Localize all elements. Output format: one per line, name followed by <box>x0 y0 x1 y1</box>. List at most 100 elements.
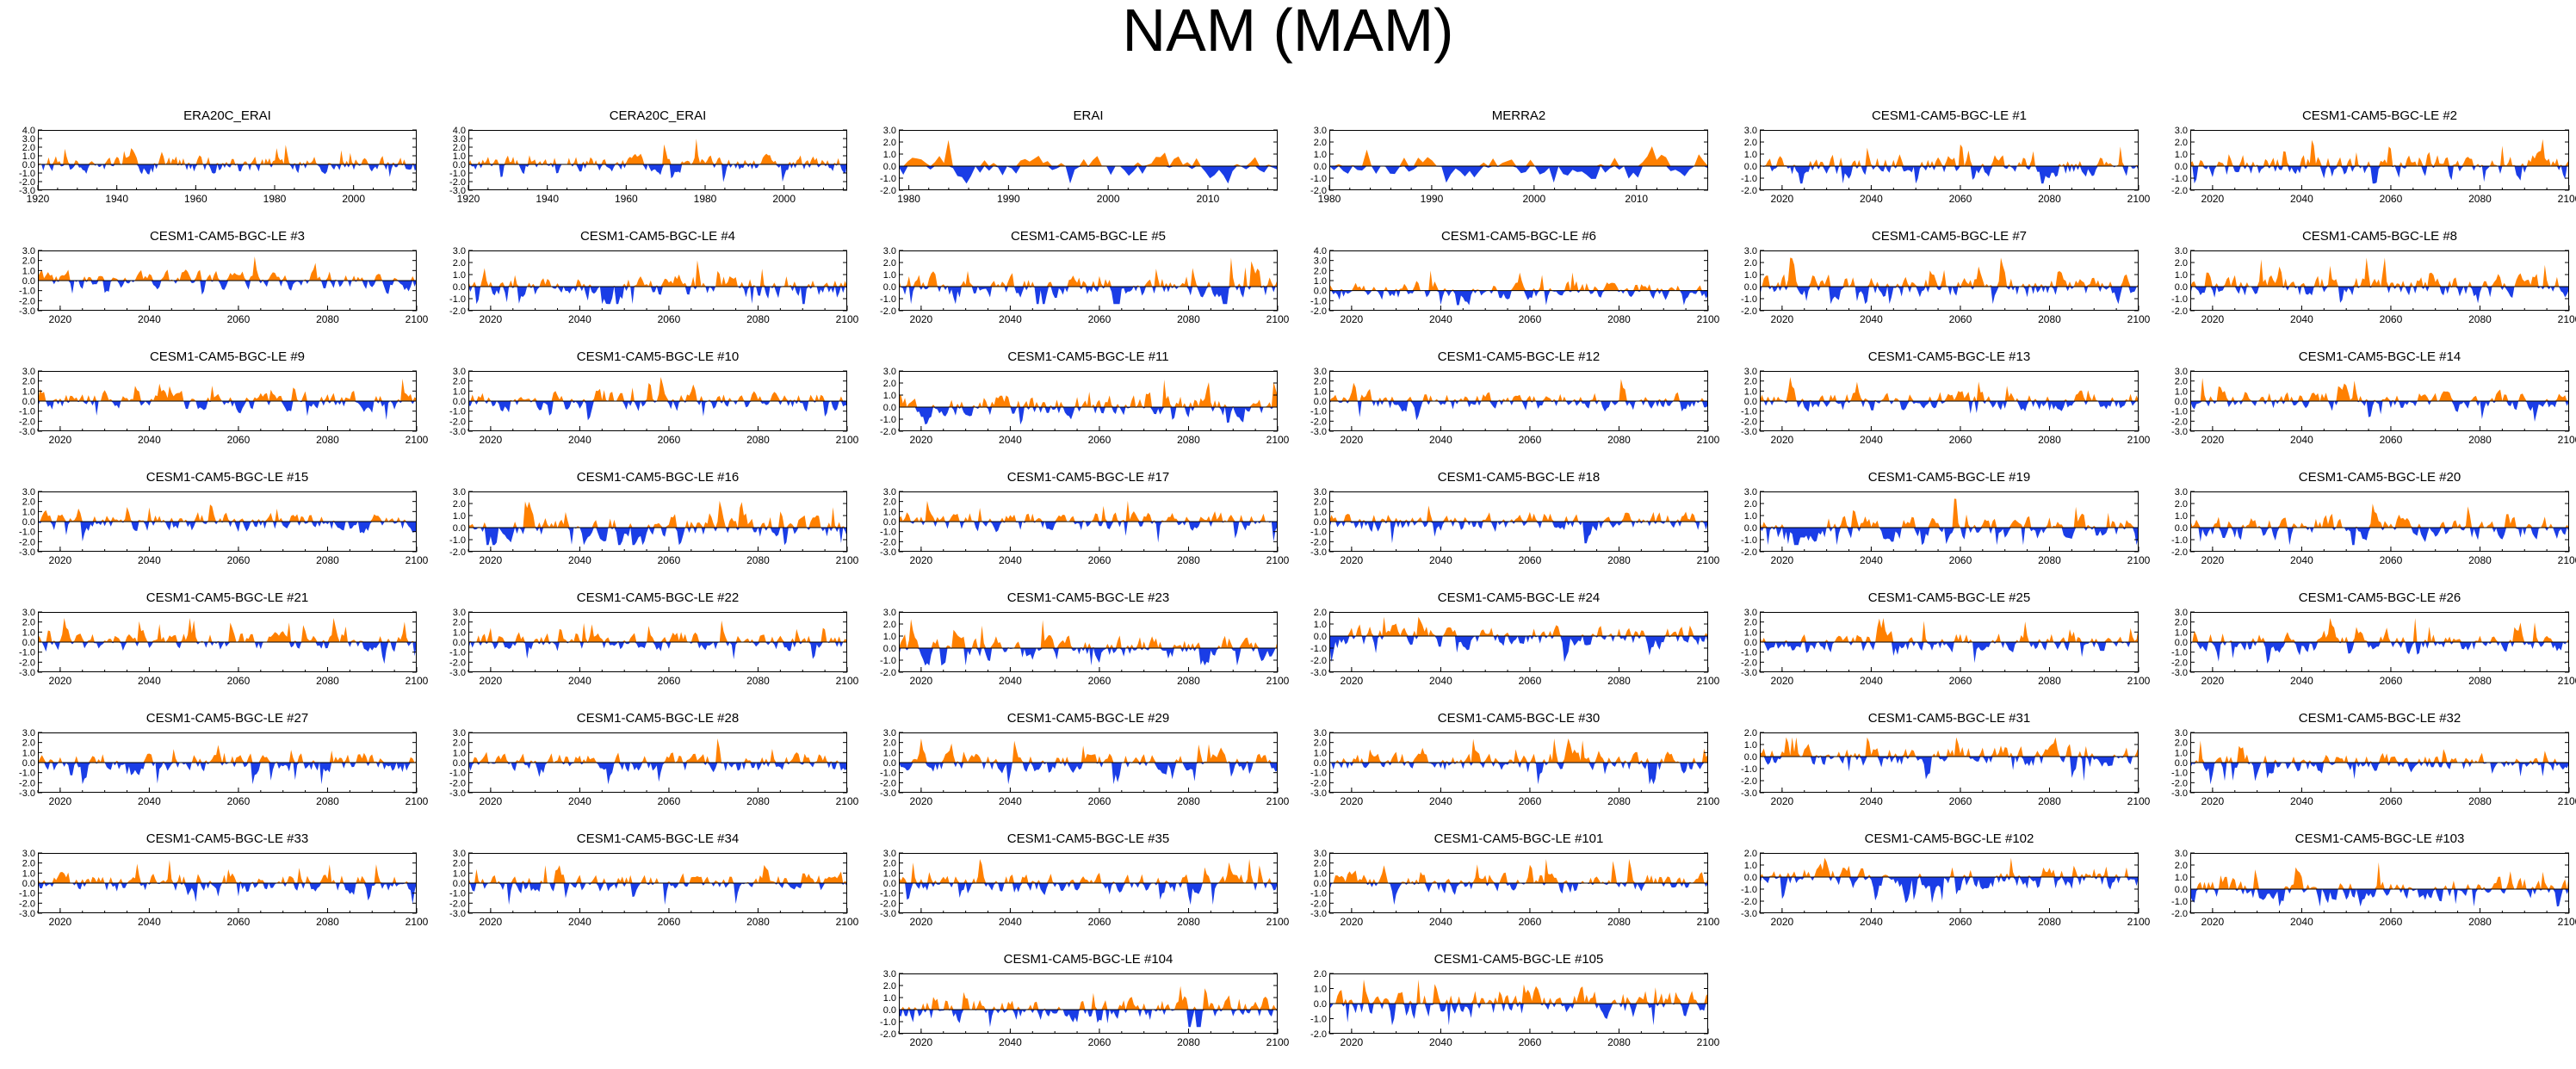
x-tick-label: 2060 <box>1949 193 1972 205</box>
x-tick-label: 1980 <box>897 193 920 205</box>
y-tick-label: -1.0 <box>2171 648 2188 658</box>
y-tick-label: 0.0 <box>453 758 466 769</box>
x-tick-label: 2080 <box>2038 434 2061 446</box>
panel-plot: 2020 2040 2060 2080 2100 4.03.02.01.00.0-1.0-… <box>1310 246 1720 325</box>
x-tick-label: 2060 <box>1519 916 1542 928</box>
y-tick-label: 1.0 <box>2175 150 2188 160</box>
x-tick-label: 2100 <box>1266 313 1290 325</box>
x-tick-label: 2060 <box>2380 675 2403 687</box>
negative-area <box>1329 522 1708 544</box>
positive-area <box>2190 504 2569 528</box>
y-tick-label: 1.0 <box>453 627 466 638</box>
negative-area <box>2190 763 2569 785</box>
negative-area <box>1329 636 1708 663</box>
panel-plot: 2020 2040 2060 2080 2100 3.02.01.00.0-1.0-2.0… <box>19 487 429 566</box>
x-tick-label: 2040 <box>1860 916 1883 928</box>
plot-frame <box>38 130 417 190</box>
y-tick-label: 2.0 <box>1744 618 1757 628</box>
y-tick-label: 3.0 <box>1314 728 1327 738</box>
x-tick-label: 2080 <box>2038 193 2061 205</box>
y-tick-label: -2.0 <box>19 899 35 909</box>
y-tick-label: 2.0 <box>22 143 35 153</box>
y-tick-label: -2.0 <box>2171 186 2188 196</box>
y-tick-label: 0.0 <box>1314 632 1327 642</box>
x-tick-label: 1960 <box>615 193 638 205</box>
x-tick-label: 2080 <box>746 554 770 566</box>
y-tick-label: 2.0 <box>1314 859 1327 869</box>
y-tick-label: -1.0 <box>1310 296 1327 306</box>
x-tick-label: 1920 <box>27 193 50 205</box>
y-tick-label: -3.0 <box>19 909 35 919</box>
x-tick-label: 2060 <box>227 795 251 807</box>
y-tick-label: 1.0 <box>1744 627 1757 638</box>
plot-frame <box>899 612 1278 672</box>
x-tick-label: 2100 <box>406 434 429 446</box>
y-tick-label: 2.0 <box>2175 258 2188 269</box>
y-tick-label: -2.0 <box>2171 909 2188 919</box>
panel-plot: 2020 2040 2060 2080 2100 3.02.01.00.0-1.0-2.0… <box>449 367 859 446</box>
y-tick-label: -3.0 <box>19 186 35 196</box>
y-tick-label: 0.0 <box>1314 999 1327 1010</box>
x-tick-label: 2060 <box>1519 1036 1542 1048</box>
y-tick-label: 0.0 <box>1314 287 1327 297</box>
x-tick-label: 2040 <box>2290 554 2313 566</box>
x-tick-label: 2020 <box>1771 916 1794 928</box>
y-tick-label: -1.0 <box>1741 648 1757 658</box>
y-tick-label: 1.0 <box>453 151 466 162</box>
positive-area <box>38 504 417 522</box>
negative-area <box>899 166 1278 184</box>
y-tick-label: 1.0 <box>22 266 35 276</box>
y-tick-label: -2.0 <box>2171 778 2188 788</box>
y-tick-label: -1.0 <box>1310 644 1327 654</box>
x-tick-label: 2100 <box>2127 193 2151 205</box>
negative-area <box>468 287 847 305</box>
x-tick-label: 2020 <box>49 313 72 325</box>
x-tick-label: 2100 <box>406 313 429 325</box>
y-tick-label: 3.0 <box>453 849 466 859</box>
panel-title: CESM1-CAM5-BGC-LE #18 <box>1437 470 1601 485</box>
y-tick-label: 0.0 <box>453 397 466 407</box>
positive-area <box>38 256 417 281</box>
plot-frame <box>1760 491 2139 552</box>
plot-frame <box>899 130 1278 190</box>
negative-area <box>2190 287 2569 304</box>
x-tick-label: 2040 <box>1860 434 1883 446</box>
y-tick-label: 3.0 <box>2175 367 2188 377</box>
positive-area <box>899 380 1278 407</box>
negative-area <box>1760 287 2139 305</box>
positive-area <box>1760 618 2139 642</box>
x-tick-label: 2040 <box>1860 795 1883 807</box>
y-tick-label: -2.0 <box>449 547 466 558</box>
x-tick-label: 2060 <box>1949 313 1972 325</box>
x-tick-label: 2100 <box>2127 434 2151 446</box>
negative-area <box>1329 401 1708 421</box>
negative-area <box>38 642 417 664</box>
x-tick-label: 2060 <box>1519 313 1542 325</box>
x-tick-label: 2080 <box>1607 313 1631 325</box>
x-tick-label: 2040 <box>1860 675 1883 687</box>
x-tick-label: 2020 <box>2201 434 2225 446</box>
y-tick-label: -1.0 <box>880 174 896 184</box>
x-tick-label: 2040 <box>568 795 591 807</box>
x-tick-label: 2080 <box>316 795 339 807</box>
y-tick-label: 0.0 <box>22 638 35 648</box>
panel-title: CESM1-CAM5-BGC-LE #35 <box>1006 831 1170 846</box>
y-tick-label: 3.0 <box>22 246 35 256</box>
x-tick-label: 2100 <box>2558 795 2576 807</box>
x-tick-label: 2080 <box>316 554 339 566</box>
panel-plot: 2020 2040 2060 2080 2100 3.02.01.00.0-1.0-2.0… <box>19 608 429 687</box>
y-tick-label: 3.0 <box>2175 246 2188 256</box>
y-tick-label: -2.0 <box>1310 778 1327 788</box>
x-tick-label: 2020 <box>49 434 72 446</box>
x-tick-label: 2040 <box>1429 916 1452 928</box>
y-tick-label: 2.0 <box>453 859 466 869</box>
y-tick-label: -1.0 <box>449 407 466 417</box>
positive-area <box>2190 740 2569 763</box>
y-tick-label: -2.0 <box>1741 547 1757 558</box>
panel-title: CESM1-CAM5-BGC-LE #7 <box>1871 229 2028 244</box>
x-tick-label: 2040 <box>138 434 161 446</box>
y-tick-label: 3.0 <box>1744 246 1757 256</box>
